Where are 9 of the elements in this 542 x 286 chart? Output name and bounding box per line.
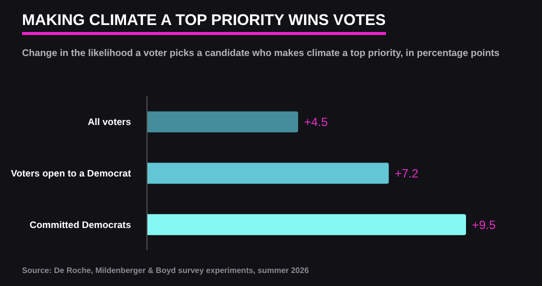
source-note: Source: De Roche, Mildenberger & Boyd survey experiments, summer 2026 — [22, 266, 309, 275]
y-tick-label: Voters open to a Democrat — [10, 168, 132, 180]
y-tick-label: All voters — [88, 117, 131, 128]
data-label: +9.5 — [472, 218, 496, 232]
y-tick-label: Committed Democrats — [30, 220, 131, 231]
chart-title: MAKING CLIMATE A TOP PRIORITY WINS VOTES — [22, 12, 386, 35]
chart-subtitle: Change in the likelihood a voter picks a candidate who makes climate a top priority, in percentage points — [22, 48, 500, 59]
data-label: +7.2 — [394, 166, 419, 180]
data-label: +4.5 — [304, 115, 328, 130]
